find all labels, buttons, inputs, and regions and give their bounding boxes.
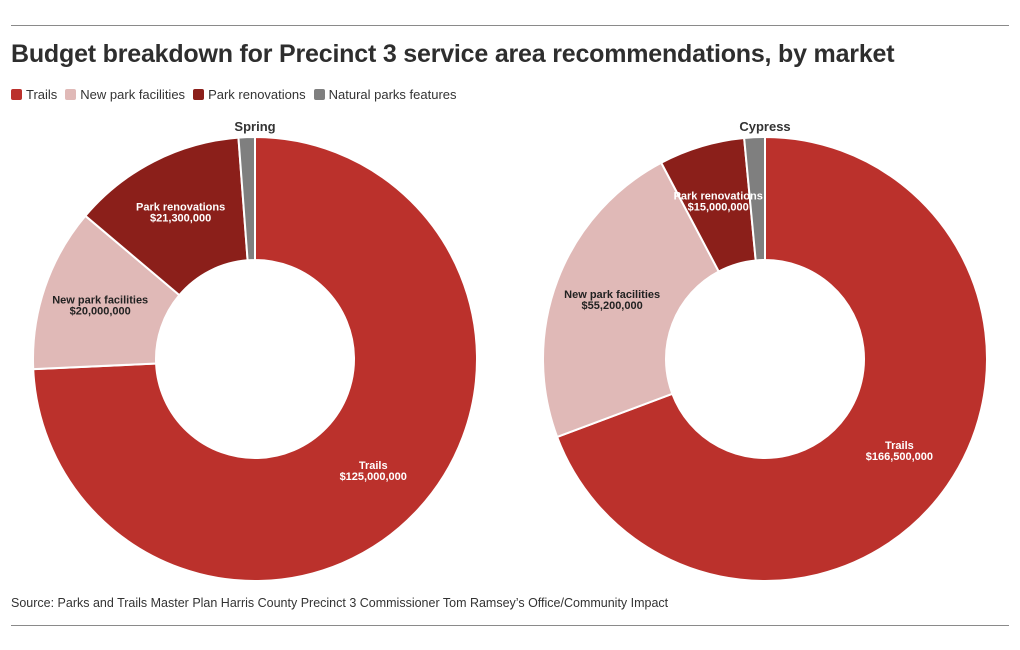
slice-cypress-natural-parks-features[interactable] — [743, 135, 766, 262]
chart-title: Budget breakdown for Precinct 3 service … — [11, 40, 895, 68]
legend-swatch-natural-parks-features — [313, 89, 325, 100]
legend-label-park-renovations: Park renovations — [208, 87, 306, 102]
slice-spring-trails[interactable] — [32, 135, 478, 582]
donut-title-cypress: Cypress — [739, 119, 790, 134]
slice-value-cypress-park-renovations: $15,000,000 — [688, 201, 749, 213]
top-rule — [11, 25, 1009, 26]
slice-value-spring-trails: $125,000,000 — [340, 471, 407, 483]
slice-value-spring-new-park-facilities: $20,000,000 — [70, 305, 131, 317]
donut-title-spring: Spring — [234, 119, 275, 134]
slice-spring-natural-parks-features[interactable] — [237, 135, 256, 262]
slice-label-cypress-trails: Trails — [885, 440, 914, 452]
slice-cypress-new-park-facilities[interactable] — [542, 161, 721, 439]
legend-swatch-trails — [11, 89, 22, 100]
legend-item-park-renovations[interactable]: Park renovations — [193, 87, 306, 102]
legend-swatch-park-renovations — [193, 89, 205, 100]
slice-label-spring-new-park-facilities: New park facilities — [52, 294, 148, 306]
legend-item-new-park-facilities[interactable]: New park facilities — [65, 87, 185, 102]
legend-label-new-park-facilities: New park facilities — [80, 87, 186, 102]
slice-label-spring-park-renovations: Park renovations — [136, 201, 225, 213]
slice-value-spring-park-renovations: $21,300,000 — [150, 212, 211, 224]
slice-cypress-trails[interactable] — [555, 135, 988, 582]
source-note: Source: Parks and Trails Master Plan Har… — [11, 596, 669, 610]
slice-value-cypress-new-park-facilities: $55,200,000 — [582, 300, 643, 312]
slice-spring-park-renovations[interactable] — [83, 136, 249, 297]
bottom-rule — [11, 625, 1009, 626]
legend-label-trails: Trails — [26, 87, 58, 102]
slice-label-cypress-park-renovations: Park renovations — [674, 190, 763, 202]
legend: Trails New park facilities Park renovati… — [11, 87, 465, 102]
legend-swatch-new-park-facilities — [65, 89, 77, 100]
slice-value-cypress-trails: $166,500,000 — [866, 451, 933, 463]
legend-item-trails[interactable]: Trails — [11, 87, 57, 102]
slice-label-spring-trails: Trails — [359, 460, 388, 472]
slice-spring-new-park-facilities[interactable] — [32, 214, 181, 371]
slice-label-cypress-new-park-facilities: New park facilities — [564, 289, 660, 301]
legend-label-natural-parks-features: Natural parks features — [328, 87, 457, 102]
legend-item-natural-parks-features[interactable]: Natural parks features — [313, 87, 457, 102]
